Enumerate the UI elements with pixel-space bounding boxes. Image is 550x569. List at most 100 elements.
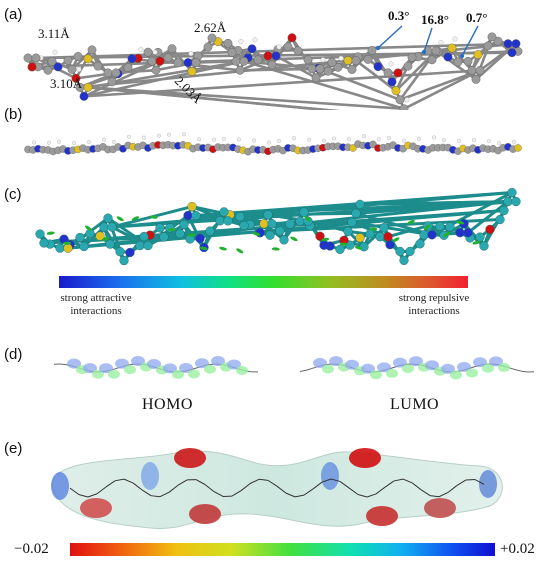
esp-gradient-bar	[70, 543, 495, 556]
hydrogen-atom	[157, 133, 161, 138]
atom	[83, 54, 93, 64]
atom	[191, 210, 201, 221]
orbital-lobe	[370, 370, 382, 380]
atom	[347, 217, 357, 227]
angle-arrow-head	[421, 49, 427, 55]
atom	[407, 52, 417, 62]
esp-positive-region	[321, 462, 339, 490]
hydrogen-atom	[138, 46, 144, 52]
atom	[323, 66, 333, 76]
angle-arrow	[461, 25, 479, 57]
nci-isosurface	[354, 245, 363, 250]
atom	[487, 32, 497, 42]
bond	[59, 363, 67, 366]
hydrogen-atom	[362, 134, 366, 139]
skeleton-bond	[375, 486, 386, 495]
atom	[443, 52, 453, 62]
atom	[475, 65, 485, 75]
nci-isosurface	[252, 232, 261, 236]
nci-isosurface	[219, 246, 227, 251]
orbital-lobe	[409, 356, 423, 367]
nci-isosurface	[304, 215, 311, 222]
atom	[463, 56, 473, 66]
atom	[503, 196, 513, 207]
nci-isosurface	[443, 231, 451, 238]
skeleton-bond	[69, 487, 80, 496]
skeleton-bond	[231, 490, 242, 497]
atom	[275, 226, 285, 236]
hydrogen-atom	[442, 138, 446, 143]
atom	[39, 238, 49, 248]
orbital-lobe	[482, 363, 494, 373]
skeleton-bond	[249, 478, 260, 485]
atom	[123, 63, 133, 73]
atom	[35, 229, 45, 239]
panel-d-label: (d)	[4, 346, 23, 363]
bond	[195, 214, 273, 226]
atom	[107, 77, 117, 87]
atom	[187, 67, 197, 76]
hydrogen-atom	[197, 137, 201, 142]
atom	[173, 58, 183, 68]
panel-e-esp-surface	[0, 436, 550, 536]
hydrogen-atom	[338, 55, 344, 61]
atom	[87, 45, 97, 55]
atom	[191, 58, 201, 67]
skeleton-bond	[240, 483, 251, 492]
atom	[219, 207, 229, 217]
hydrogen-atom	[112, 139, 116, 144]
skeleton-bond	[366, 493, 377, 498]
atom	[55, 243, 65, 253]
atom	[299, 207, 309, 217]
atom	[295, 216, 305, 226]
bond	[239, 67, 321, 72]
atom	[79, 241, 89, 252]
bond	[431, 191, 513, 237]
hydrogen-atom	[497, 141, 501, 145]
angle-label-2: 16.8°	[421, 12, 449, 27]
skeleton-bond	[159, 491, 170, 498]
skeleton-bond	[132, 482, 143, 491]
atom	[183, 210, 193, 221]
atom	[391, 86, 401, 96]
frontier-orbitals-d	[53, 356, 535, 380]
hydrogen-atom	[417, 137, 421, 141]
atom	[427, 55, 437, 65]
atom	[415, 239, 425, 249]
angle-label-3: 0.7°	[466, 10, 488, 25]
atom	[183, 58, 193, 67]
atom	[265, 230, 275, 240]
atom	[485, 224, 495, 234]
atom	[383, 232, 393, 242]
nci-color-scale	[0, 276, 550, 288]
panel-e-label: (e)	[4, 440, 23, 457]
hydrogen-atom	[252, 138, 256, 143]
atom	[343, 56, 353, 65]
atom	[73, 52, 83, 61]
angle-arrow	[423, 27, 433, 53]
hydrogen-atom	[377, 137, 381, 142]
atom	[499, 205, 509, 216]
atom	[483, 41, 493, 51]
atom	[475, 232, 485, 242]
atom	[95, 231, 105, 241]
esp-negative-region	[189, 504, 221, 524]
skeleton-bond	[150, 495, 161, 498]
orbital-lobe	[188, 369, 200, 379]
nci-isosurface	[271, 247, 280, 251]
bond	[305, 367, 313, 371]
skeleton-bond	[402, 478, 413, 484]
skeleton-bond	[411, 482, 422, 491]
atom	[279, 235, 289, 245]
bond	[515, 369, 523, 372]
atom	[103, 213, 113, 223]
skeleton-bond	[312, 481, 323, 490]
hydrogen-atom	[237, 137, 241, 142]
skeleton-bond	[285, 492, 296, 498]
skeleton-bond	[303, 488, 314, 496]
atom	[143, 240, 153, 251]
skeleton-bond	[105, 480, 116, 488]
nci-isosurface	[339, 242, 348, 246]
side-view-molecule-b	[24, 132, 522, 156]
bond	[509, 367, 517, 371]
